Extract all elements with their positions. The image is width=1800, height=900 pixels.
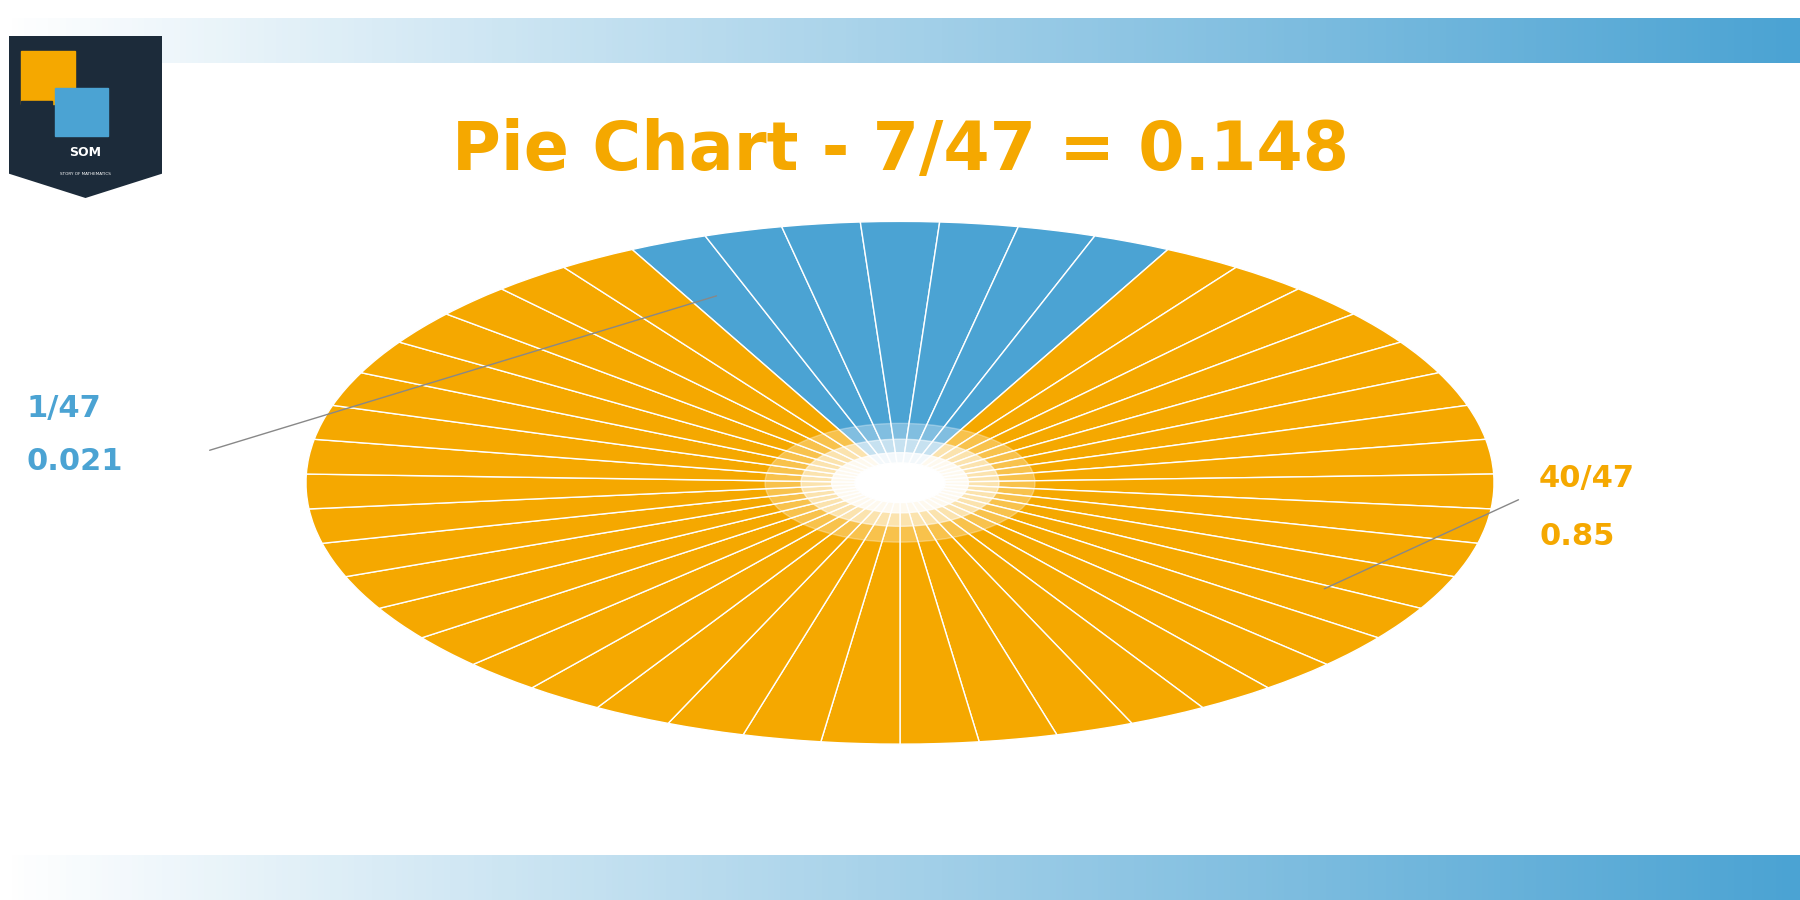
Wedge shape: [900, 373, 1467, 482]
Wedge shape: [306, 439, 900, 482]
Wedge shape: [322, 482, 900, 577]
Bar: [22, 50, 76, 104]
Wedge shape: [362, 342, 900, 482]
Bar: [22, 101, 52, 137]
Wedge shape: [900, 482, 979, 744]
Polygon shape: [9, 36, 162, 198]
Wedge shape: [900, 482, 1269, 707]
Wedge shape: [668, 482, 900, 734]
Wedge shape: [900, 482, 1057, 742]
Wedge shape: [306, 474, 900, 508]
Wedge shape: [900, 405, 1485, 482]
Wedge shape: [743, 482, 900, 742]
Text: STORY OF MATHEMATICS: STORY OF MATHEMATICS: [59, 172, 112, 176]
Circle shape: [801, 439, 999, 526]
Wedge shape: [860, 221, 940, 482]
Wedge shape: [900, 482, 1454, 608]
Wedge shape: [900, 236, 1168, 482]
Wedge shape: [900, 482, 1202, 724]
Wedge shape: [473, 482, 900, 688]
Circle shape: [765, 423, 1035, 542]
Text: 0.85: 0.85: [1539, 522, 1615, 552]
Wedge shape: [446, 289, 900, 482]
Wedge shape: [563, 249, 900, 482]
Wedge shape: [900, 482, 1420, 638]
Wedge shape: [900, 482, 1379, 664]
Wedge shape: [310, 482, 900, 544]
Wedge shape: [706, 227, 900, 482]
Text: 0.021: 0.021: [27, 447, 124, 476]
Text: 40/47: 40/47: [1539, 464, 1634, 493]
Wedge shape: [421, 482, 900, 664]
Wedge shape: [900, 227, 1094, 482]
Wedge shape: [346, 482, 900, 608]
Wedge shape: [900, 222, 1019, 482]
Wedge shape: [900, 289, 1354, 482]
Circle shape: [855, 463, 945, 502]
Wedge shape: [900, 267, 1298, 482]
Wedge shape: [632, 236, 900, 482]
Wedge shape: [502, 267, 900, 482]
Wedge shape: [333, 373, 900, 482]
Wedge shape: [900, 482, 1490, 544]
Wedge shape: [531, 482, 900, 707]
Wedge shape: [900, 314, 1400, 482]
Text: Pie Chart - 7/47 = 0.148: Pie Chart - 7/47 = 0.148: [452, 119, 1348, 184]
Bar: [56, 88, 108, 137]
Wedge shape: [900, 482, 1327, 688]
Wedge shape: [900, 249, 1237, 482]
Text: 1/47: 1/47: [27, 394, 103, 423]
Wedge shape: [598, 482, 900, 724]
Wedge shape: [400, 314, 900, 482]
Wedge shape: [900, 474, 1494, 508]
Wedge shape: [380, 482, 900, 638]
Wedge shape: [900, 439, 1494, 482]
Wedge shape: [900, 482, 1478, 577]
Wedge shape: [315, 405, 900, 482]
Circle shape: [832, 453, 968, 513]
Wedge shape: [781, 222, 900, 482]
Text: SOM: SOM: [70, 146, 101, 159]
Wedge shape: [900, 342, 1438, 482]
Wedge shape: [821, 482, 900, 744]
Wedge shape: [900, 482, 1132, 734]
